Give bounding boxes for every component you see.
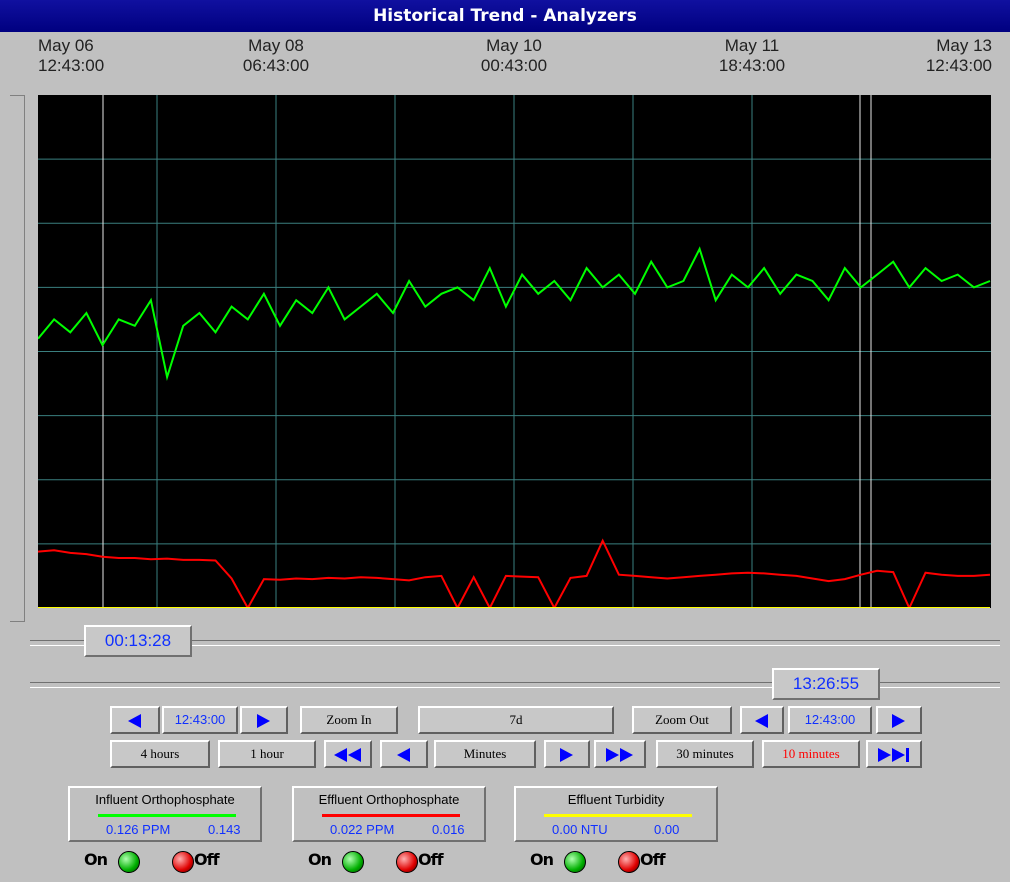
time-date: May 10 <box>486 36 542 55</box>
time-time: 06:43:00 <box>242 56 310 75</box>
legend-value-2: 0.143 <box>208 822 241 837</box>
button[interactable]: 7d <box>418 706 614 734</box>
button[interactable]: 4 hours <box>110 740 210 768</box>
toggle-off[interactable] <box>172 851 194 873</box>
arrow-button[interactable] <box>594 740 646 768</box>
arrow-button[interactable] <box>866 740 922 768</box>
arrow-button[interactable] <box>324 740 372 768</box>
trend-chart <box>38 95 991 608</box>
time-time: 12:43:00 <box>925 56 992 75</box>
legend-value: 0.126 PPM <box>106 822 171 837</box>
button[interactable]: Minutes <box>434 740 536 768</box>
legend-value: 0.022 PPM <box>330 822 395 837</box>
time-date: May 06 <box>38 36 94 55</box>
legend-swatch <box>322 814 460 817</box>
arrow-button[interactable] <box>380 740 428 768</box>
cursor-right[interactable]: 13:26:55 <box>772 668 880 700</box>
slider-track <box>30 682 1000 688</box>
button[interactable]: Zoom In <box>300 706 398 734</box>
legend-name: Influent Orthophosphate <box>95 792 235 807</box>
time-time: 00:43:00 <box>480 56 548 75</box>
time-date: May 13 <box>936 36 992 55</box>
time-date: May 08 <box>248 36 304 55</box>
toggle-off-label[interactable]: Off <box>418 850 444 869</box>
legend-name: Effluent Turbidity <box>567 792 665 807</box>
arrow-button[interactable] <box>110 706 160 734</box>
button[interactable]: 12:43:00 <box>788 706 872 734</box>
trend-line <box>38 246 991 382</box>
legend-value: 0.00 NTU <box>552 822 608 837</box>
legend-swatch <box>544 814 692 817</box>
arrow-button[interactable] <box>240 706 288 734</box>
toggle-on-label[interactable]: On <box>530 850 554 869</box>
time-time: 18:43:00 <box>718 56 786 75</box>
slider-track <box>30 640 1000 646</box>
arrow-button[interactable] <box>740 706 784 734</box>
legend-box <box>68 786 262 842</box>
time-time: 12:43:00 <box>38 56 105 75</box>
time-date: May 11 <box>724 36 780 55</box>
button[interactable]: 1 hour <box>218 740 316 768</box>
legend-value-2: 0.00 <box>654 822 680 837</box>
cursor-left[interactable]: 00:13:28 <box>84 625 192 657</box>
button[interactable]: 12:43:00 <box>162 706 238 734</box>
toggle-off[interactable] <box>396 851 418 873</box>
toggle-on[interactable] <box>118 851 140 873</box>
legend-name: Effluent Orthophosphate <box>318 792 460 807</box>
title-bar: Historical Trend - Analyzers <box>0 0 1010 32</box>
toggle-off-label[interactable]: Off <box>194 850 220 869</box>
toggle-off-label[interactable]: Off <box>640 850 666 869</box>
button[interactable]: 10 minutes <box>762 740 860 768</box>
button[interactable]: 30 minutes <box>656 740 754 768</box>
arrow-button[interactable] <box>544 740 590 768</box>
legend-box <box>292 786 486 842</box>
toggle-on[interactable] <box>564 851 586 873</box>
legend-value-2: 0.016 <box>432 822 465 837</box>
toggle-on[interactable] <box>342 851 364 873</box>
toggle-on-label[interactable]: On <box>308 850 332 869</box>
button[interactable]: Zoom Out <box>632 706 732 734</box>
scroll-edge <box>10 95 25 622</box>
trend-line <box>38 538 991 608</box>
legend-swatch <box>98 814 236 817</box>
toggle-off[interactable] <box>618 851 640 873</box>
arrow-button[interactable] <box>876 706 922 734</box>
legend-box <box>514 786 718 842</box>
toggle-on-label[interactable]: On <box>84 850 108 869</box>
